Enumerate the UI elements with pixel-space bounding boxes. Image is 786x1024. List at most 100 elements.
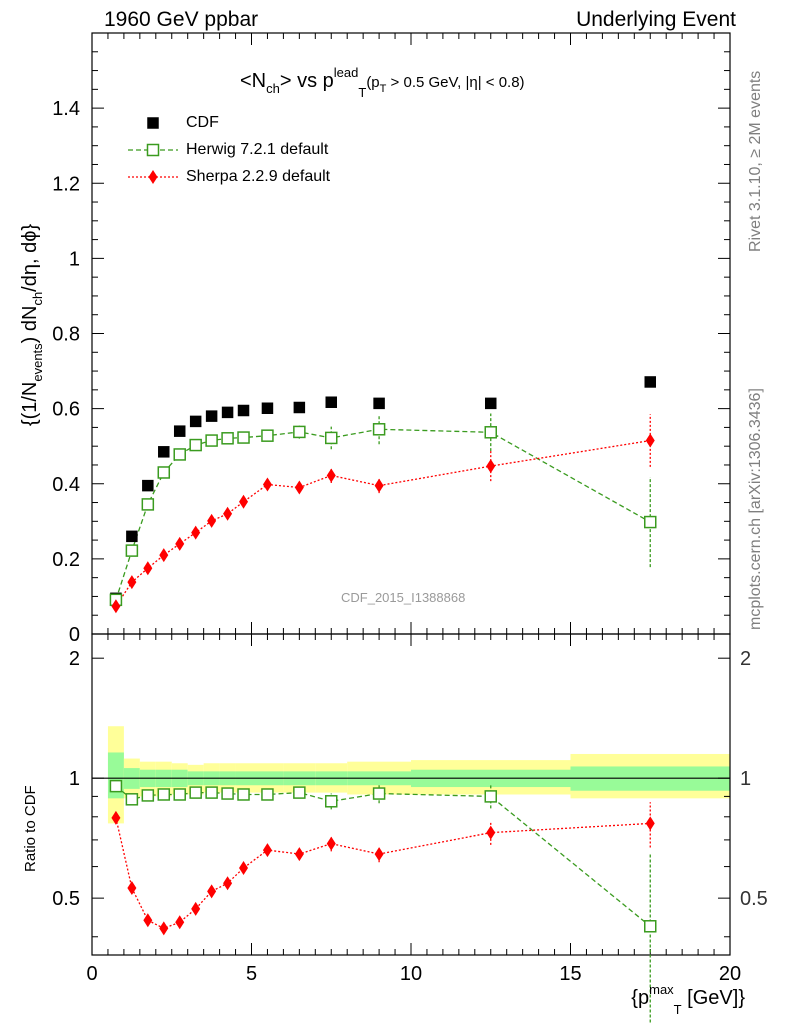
sherpa-data-point	[262, 477, 272, 492]
cdf-data-point	[644, 376, 656, 388]
herwig-data-point	[293, 425, 306, 439]
ratio-herwig-data-point	[261, 788, 274, 801]
ratio-y-tick-label-right: 2	[740, 648, 751, 670]
ratio-sherpa-data-point	[223, 876, 233, 891]
y-tick-label: 0.6	[52, 399, 80, 421]
sherpa-data-point	[645, 433, 655, 448]
ratio-sherpa-data-point	[127, 881, 137, 896]
ratio-sherpa-data-point	[159, 921, 169, 936]
sherpa-data-point	[486, 459, 496, 474]
cdf-data-point	[325, 396, 337, 408]
sherpa-data-point	[175, 536, 185, 551]
legend-marker-herwig	[146, 143, 160, 157]
herwig-data-point	[372, 423, 386, 436]
ratio-sherpa-data-point	[486, 825, 496, 840]
legend-marker-sherpa	[148, 170, 158, 184]
ratio-herwig-data-point	[372, 787, 386, 800]
chart-title: <Nch> vs pleadT(pT > 0.5 GeV, |η| < 0.8)	[240, 65, 525, 100]
herwig-data-point	[141, 498, 155, 511]
cdf-data-point	[173, 425, 186, 437]
ratio-herwig-data-point	[221, 787, 234, 800]
ratio-sherpa-data-point	[326, 836, 336, 851]
y-tick-label: 0.8	[52, 324, 80, 346]
ratio-y-tick-label: 1	[69, 768, 80, 790]
cdf-data-point	[158, 446, 170, 458]
y-tick-label: 1.2	[52, 173, 80, 195]
sherpa-data-point	[111, 599, 121, 614]
legend-marker-cdf	[147, 117, 159, 129]
cdf-data-point	[237, 404, 250, 417]
x-axis-label: {pmaxT [GeV]}	[631, 982, 745, 1017]
y-tick-label: 0.4	[52, 474, 80, 496]
y-tick-label: 0	[69, 624, 80, 646]
cdf-data-point	[485, 397, 497, 410]
herwig-data-point	[237, 431, 250, 444]
sherpa-data-point	[191, 525, 201, 540]
ratio-herwig-data-point	[141, 789, 155, 802]
sherpa-data-point	[294, 480, 304, 495]
herwig-line	[115, 428, 651, 601]
herwig-data-point	[125, 544, 139, 557]
cdf-data-point	[205, 410, 218, 422]
legend-label-sherpa: Sherpa 2.2.9 default	[186, 168, 331, 185]
herwig-data-point	[157, 466, 171, 479]
ratio-herwig-data-point	[293, 786, 306, 799]
sherpa-data-point	[143, 561, 153, 576]
cdf-data-point	[142, 479, 154, 492]
x-tick-label: 5	[246, 963, 257, 985]
ratio-sherpa-data-point	[294, 847, 304, 862]
sherpa-data-point	[374, 478, 384, 493]
y-tick-label: 0.2	[52, 549, 80, 571]
ratio-herwig-data-point	[125, 793, 139, 806]
sherpa-data-point	[159, 548, 169, 563]
cdf-data-point	[189, 415, 202, 428]
header-analysis: Underlying Event	[576, 8, 736, 31]
ratio-sherpa-data-point	[143, 913, 153, 928]
legend-label-herwig: Herwig 7.2.1 default	[186, 141, 329, 158]
ratio-y-tick-label: 2	[69, 648, 80, 670]
herwig-data-point	[205, 434, 218, 447]
herwig-data-point	[221, 432, 234, 445]
main-y-axis-label: {(1/Nevents) dNch/dη, dϕ}	[19, 224, 45, 427]
herwig-data-point	[261, 429, 274, 442]
cdf-data-point	[373, 397, 385, 410]
sherpa-data-point	[326, 468, 336, 483]
sherpa-data-point	[239, 494, 249, 509]
ratio-sherpa-data-point	[175, 915, 185, 930]
ratio-herwig-data-point	[484, 790, 497, 803]
legend-label-cdf: CDF	[186, 114, 219, 131]
ratio-herwig-data-point	[109, 779, 123, 793]
herwig-data-point	[189, 438, 202, 452]
ratio-herwig-data-point	[205, 786, 218, 799]
y-tick-label: 1	[69, 248, 80, 270]
cdf-data-point	[261, 402, 274, 414]
ratio-sherpa-data-point	[645, 816, 655, 831]
ratio-herwig-data-point	[189, 786, 202, 799]
herwig-data-point	[484, 426, 497, 439]
x-tick-label: 10	[400, 963, 422, 985]
ratio-y-tick-label: 0.5	[52, 888, 80, 910]
ratio-herwig-data-point	[325, 795, 338, 808]
cdf-data-point	[221, 406, 234, 419]
x-tick-label: 20	[719, 963, 741, 985]
ratio-herwig-data-point	[644, 920, 657, 933]
herwig-data-point	[325, 431, 338, 445]
x-tick-label: 0	[86, 963, 97, 985]
sherpa-data-point	[223, 506, 233, 521]
ratio-herwig-data-point	[173, 788, 186, 801]
analysis-watermark: CDF_2015_I1388868	[341, 590, 466, 605]
ratio-y-axis-label: Ratio to CDF	[22, 785, 39, 872]
ratio-sherpa-data-point	[239, 861, 249, 876]
ratio-herwig-data-point	[157, 788, 171, 801]
ratio-sherpa-data-point	[374, 847, 384, 862]
herwig-data-point	[644, 515, 657, 529]
ratio-y-tick-label-right: 1	[740, 768, 751, 790]
cdf-data-point	[293, 401, 306, 414]
y-tick-label: 1.4	[52, 98, 80, 120]
ratio-sherpa-data-point	[262, 843, 272, 858]
header-energy: 1960 GeV ppbar	[104, 8, 259, 31]
herwig-data-point	[173, 448, 186, 461]
ratio-sherpa-data-point	[111, 810, 121, 825]
x-tick-label: 15	[559, 963, 581, 985]
ratio-sherpa-data-point	[207, 884, 217, 899]
